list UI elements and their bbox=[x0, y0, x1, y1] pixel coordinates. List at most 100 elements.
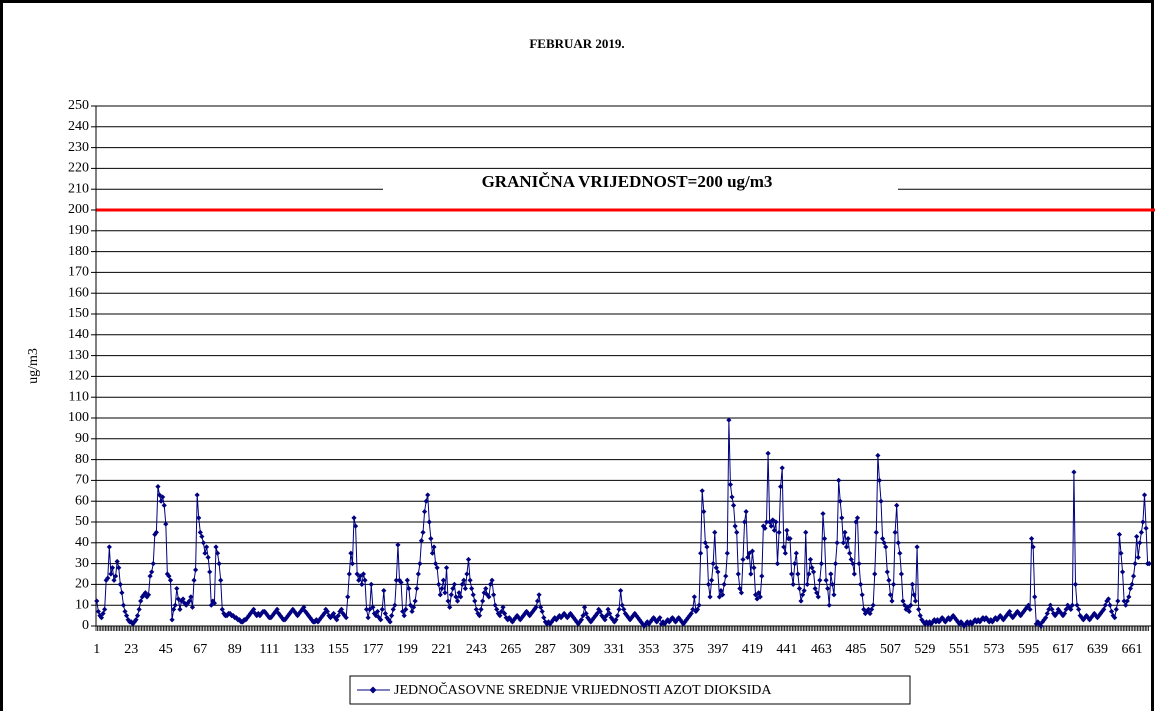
data-point bbox=[379, 606, 385, 612]
data-point bbox=[290, 606, 296, 612]
data-point bbox=[872, 571, 878, 577]
y-tick-label: 0 bbox=[82, 618, 89, 633]
data-point bbox=[881, 540, 887, 546]
data-point bbox=[315, 619, 321, 625]
data-point bbox=[478, 606, 484, 612]
y-tick-label: 170 bbox=[68, 265, 89, 280]
data-point bbox=[710, 561, 716, 567]
data-point bbox=[696, 602, 702, 608]
data-point bbox=[964, 619, 970, 625]
data-point bbox=[326, 613, 332, 619]
data-point bbox=[1071, 469, 1077, 475]
data-point bbox=[665, 617, 671, 623]
data-point bbox=[356, 577, 362, 583]
data-point bbox=[1101, 606, 1107, 612]
data-point bbox=[1090, 613, 1096, 619]
data-point bbox=[357, 573, 363, 579]
y-tick-label: 200 bbox=[68, 202, 89, 217]
data-point bbox=[790, 581, 796, 587]
data-point bbox=[393, 577, 399, 583]
data-point bbox=[1039, 619, 1046, 625]
data-point bbox=[699, 488, 705, 494]
x-tick-label: 199 bbox=[397, 642, 418, 657]
data-point bbox=[346, 571, 352, 577]
data-point bbox=[774, 561, 781, 567]
data-point bbox=[629, 615, 635, 621]
data-point bbox=[514, 613, 520, 619]
data-point bbox=[873, 529, 879, 535]
data-point bbox=[498, 608, 505, 615]
y-tick-label: 50 bbox=[75, 514, 89, 529]
data-point bbox=[484, 592, 490, 598]
data-point bbox=[549, 619, 555, 625]
data-point bbox=[412, 598, 418, 604]
data-point bbox=[892, 529, 898, 535]
data-point bbox=[553, 617, 559, 623]
data-point bbox=[691, 594, 697, 600]
data-point bbox=[302, 608, 308, 615]
data-point bbox=[437, 592, 443, 598]
data-point bbox=[773, 519, 779, 525]
data-point bbox=[633, 613, 639, 619]
data-point bbox=[214, 550, 221, 556]
data-point bbox=[153, 529, 159, 535]
data-point bbox=[1146, 561, 1152, 567]
data-point bbox=[930, 619, 936, 625]
data-point bbox=[897, 550, 903, 556]
data-point bbox=[679, 619, 685, 625]
data-point bbox=[616, 606, 622, 612]
data-point bbox=[136, 606, 142, 612]
data-point bbox=[901, 602, 908, 608]
data-point bbox=[404, 577, 410, 583]
data-point bbox=[1110, 613, 1116, 619]
data-point bbox=[779, 465, 785, 471]
data-point bbox=[985, 617, 991, 623]
data-point bbox=[387, 619, 393, 625]
data-point bbox=[894, 502, 900, 508]
data-point bbox=[174, 585, 180, 592]
data-point bbox=[459, 581, 465, 587]
data-point bbox=[208, 602, 214, 608]
data-point bbox=[385, 617, 392, 623]
data-point bbox=[983, 615, 989, 621]
data-point bbox=[944, 617, 950, 623]
data-point bbox=[847, 550, 853, 556]
data-point bbox=[767, 519, 773, 525]
data-point bbox=[876, 477, 883, 483]
data-point bbox=[299, 606, 305, 612]
data-point bbox=[271, 610, 277, 617]
data-point bbox=[580, 613, 586, 619]
data-point bbox=[109, 565, 116, 571]
data-point bbox=[1076, 606, 1082, 612]
data-point bbox=[668, 617, 674, 623]
data-point bbox=[845, 536, 851, 542]
data-point bbox=[539, 608, 545, 615]
data-point bbox=[749, 548, 755, 554]
y-tick-label: 120 bbox=[68, 369, 89, 384]
x-tick-label: 595 bbox=[1018, 642, 1039, 657]
data-point bbox=[1019, 610, 1025, 617]
data-point bbox=[898, 571, 905, 577]
data-point bbox=[583, 610, 589, 617]
data-point bbox=[599, 613, 605, 619]
data-point bbox=[134, 613, 141, 619]
data-point bbox=[1138, 529, 1144, 535]
data-point bbox=[465, 556, 472, 563]
data-point bbox=[462, 585, 468, 592]
data-point bbox=[367, 606, 373, 612]
data-point bbox=[1043, 615, 1049, 621]
data-point bbox=[254, 613, 260, 619]
data-point bbox=[810, 569, 817, 575]
data-point bbox=[469, 585, 475, 592]
data-point bbox=[1060, 613, 1066, 619]
data-point bbox=[536, 592, 542, 598]
data-point bbox=[216, 561, 222, 567]
data-point bbox=[721, 581, 727, 587]
data-point bbox=[868, 606, 875, 612]
data-point bbox=[977, 619, 983, 625]
y-axis-label: ug/m3 bbox=[26, 348, 41, 384]
data-point bbox=[389, 613, 395, 619]
data-point bbox=[411, 604, 417, 610]
data-point bbox=[1007, 608, 1013, 615]
data-point bbox=[277, 613, 283, 619]
